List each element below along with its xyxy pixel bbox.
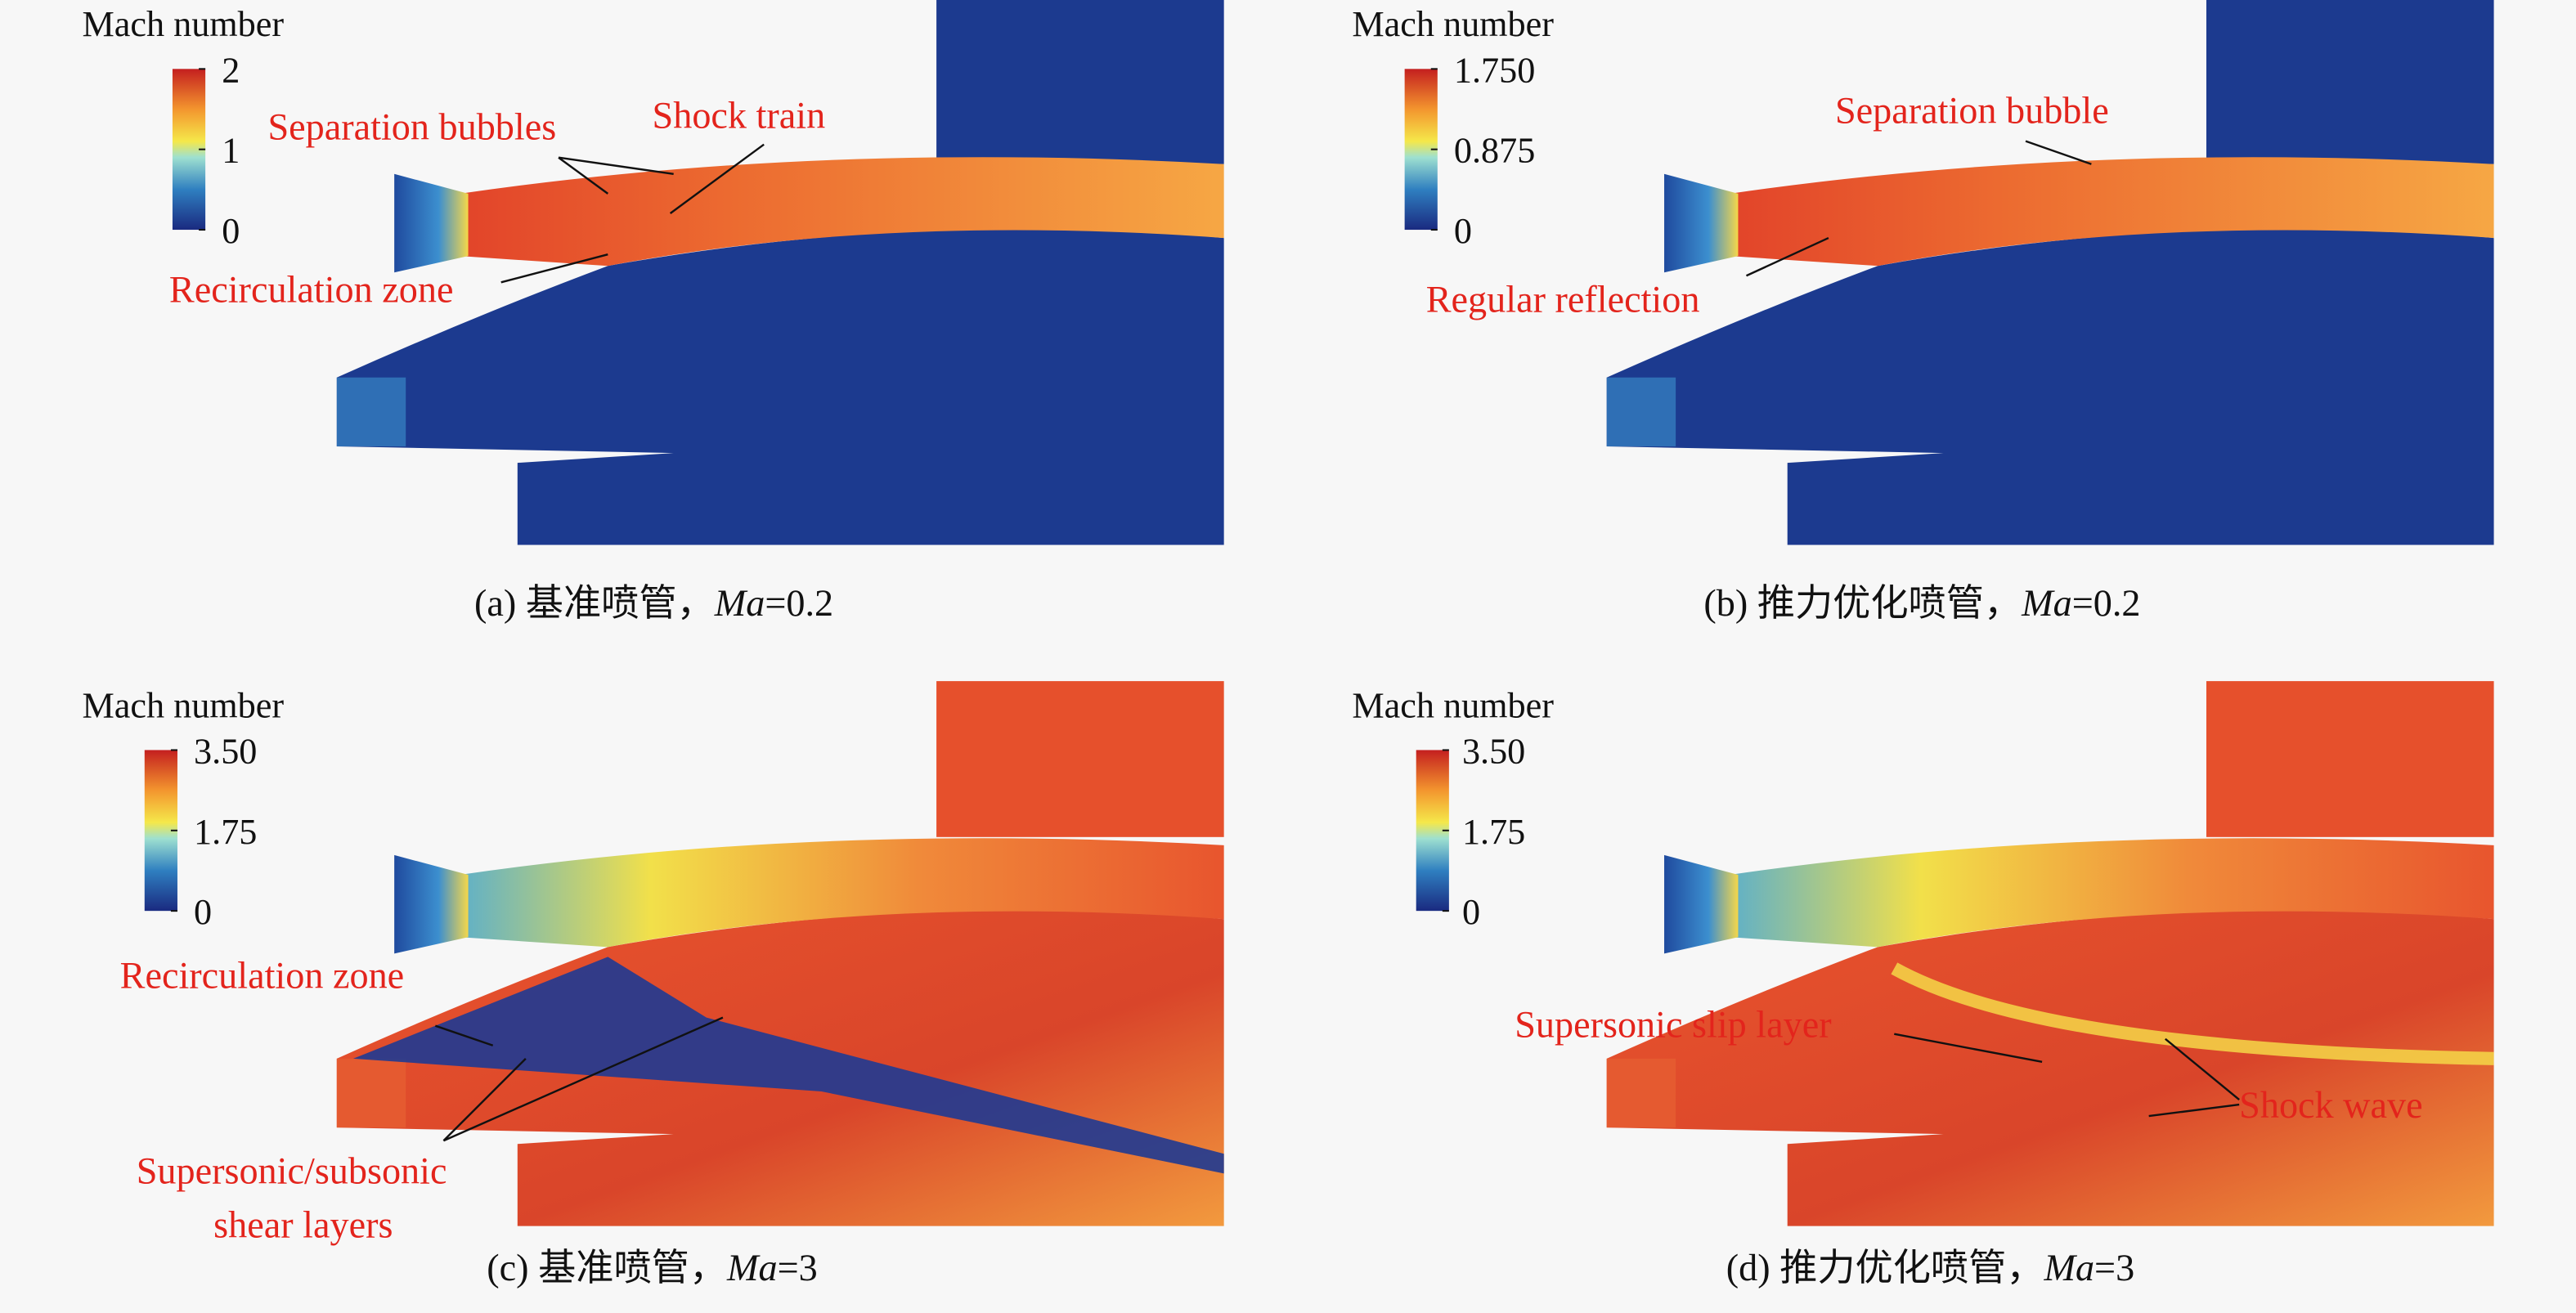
- caption-prefix: (c) 基准喷管，: [487, 1247, 727, 1288]
- caption-prefix: (a) 基准喷管，: [474, 582, 715, 624]
- upper-block: [2206, 0, 2494, 164]
- panel: Mach number 1.750 0.875 0 Separation bubble R…: [1352, 0, 2494, 624]
- annotation: Separation bubble: [1835, 90, 2109, 132]
- lip: [336, 377, 406, 447]
- annotation: Recirculation zone: [169, 268, 454, 310]
- upper-block: [936, 0, 1224, 164]
- inlet: [394, 854, 469, 954]
- caption: (a) 基准喷管，Ma=0.2: [474, 582, 833, 624]
- annotation: Supersonic/subsonic: [137, 1149, 447, 1191]
- panel: Mach number 3.50 1.75 0 Recirculation zone Su…: [82, 681, 1224, 1288]
- annotation: Shock wave: [2239, 1084, 2422, 1126]
- caption-prefix: (b) 推力优化喷管，: [1703, 582, 2022, 624]
- colorbar-tick-label: 1.750: [1454, 50, 1535, 90]
- colorbar-title: Mach number: [82, 4, 284, 44]
- upper-block: [2206, 681, 2494, 837]
- colorbar-tick-label: 2: [222, 50, 240, 90]
- annotation: Supersonic slip layer: [1515, 1004, 1831, 1046]
- colorbar-tick-label: 0: [194, 892, 212, 932]
- caption: (b) 推力优化喷管，Ma=0.2: [1703, 582, 2140, 624]
- caption-italic: Ma: [2021, 582, 2072, 624]
- recirculation: [352, 957, 1224, 1174]
- annotation: Separation bubbles: [267, 106, 556, 148]
- leader-line: [2025, 140, 2092, 165]
- colorbar-tick-label: 1.75: [194, 812, 257, 852]
- leader-line: [442, 1016, 724, 1142]
- inlet: [1664, 854, 1739, 954]
- caption: (d) 推力优化喷管，Ma=3: [1726, 1247, 2134, 1288]
- colorbar-tick-label: 1.75: [1462, 812, 1525, 852]
- leader-line: [558, 156, 609, 195]
- annotation: shear layers: [213, 1204, 393, 1246]
- caption-italic: Ma: [2043, 1247, 2094, 1288]
- lower-body: [336, 228, 1224, 545]
- leader-line: [1745, 236, 1829, 277]
- lip: [336, 1058, 406, 1128]
- colorbar-title: Mach number: [1352, 685, 1554, 725]
- caption-suffix: =0.2: [2072, 582, 2141, 624]
- lower-body: [1606, 909, 2494, 1226]
- colorbar-title: Mach number: [1352, 4, 1554, 44]
- upper-block: [936, 681, 1224, 837]
- panel: Mach number 3.50 1.75 0 Supersonic slip laye…: [1352, 681, 2494, 1288]
- panel: Mach number 2 1 0 Separation bubbles Shock tr…: [82, 0, 1224, 624]
- caption-suffix: =3: [2094, 1247, 2134, 1288]
- inlet: [1664, 173, 1739, 273]
- leader-line: [2165, 1037, 2240, 1100]
- inlet: [394, 173, 469, 273]
- caption-suffix: =0.2: [765, 582, 833, 624]
- leader-line: [669, 143, 765, 214]
- leader-line: [1894, 1033, 2043, 1064]
- slip-layer: [1891, 962, 2494, 1065]
- annotation: Shock train: [653, 95, 826, 137]
- leader-line: [442, 1057, 527, 1142]
- duct-flow: [1730, 157, 2494, 267]
- leader-line: [2148, 1103, 2240, 1118]
- leader-line: [500, 253, 608, 284]
- caption-suffix: =3: [778, 1247, 818, 1288]
- lip: [1606, 1058, 1676, 1128]
- duct-flow: [1730, 838, 2494, 948]
- colorbar-tick-label: 0: [1454, 211, 1472, 251]
- leader-line: [434, 1024, 494, 1046]
- annotation: Recirculation zone: [120, 955, 405, 997]
- caption: (c) 基准喷管，Ma=3: [487, 1247, 818, 1288]
- colorbar-tick-label: 0.875: [1454, 131, 1535, 171]
- duct-flow: [460, 157, 1224, 267]
- colorbar-title: Mach number: [82, 685, 284, 725]
- annotation: Regular reflection: [1426, 278, 1700, 320]
- colorbar-tick-label: 3.50: [194, 732, 257, 772]
- leader-line: [558, 156, 674, 175]
- caption-italic: Ma: [726, 1247, 778, 1288]
- caption-italic: Ma: [714, 582, 765, 624]
- colorbar-tick-label: 0: [222, 211, 240, 251]
- lip: [1606, 377, 1676, 447]
- caption-prefix: (d) 推力优化喷管，: [1726, 1247, 2044, 1288]
- lower-body: [1606, 228, 2494, 545]
- duct-flow: [460, 838, 1224, 948]
- colorbar-tick-label: 0: [1462, 892, 1480, 932]
- colorbar-tick-label: 1: [222, 131, 240, 171]
- colorbar-tick-label: 3.50: [1462, 732, 1525, 772]
